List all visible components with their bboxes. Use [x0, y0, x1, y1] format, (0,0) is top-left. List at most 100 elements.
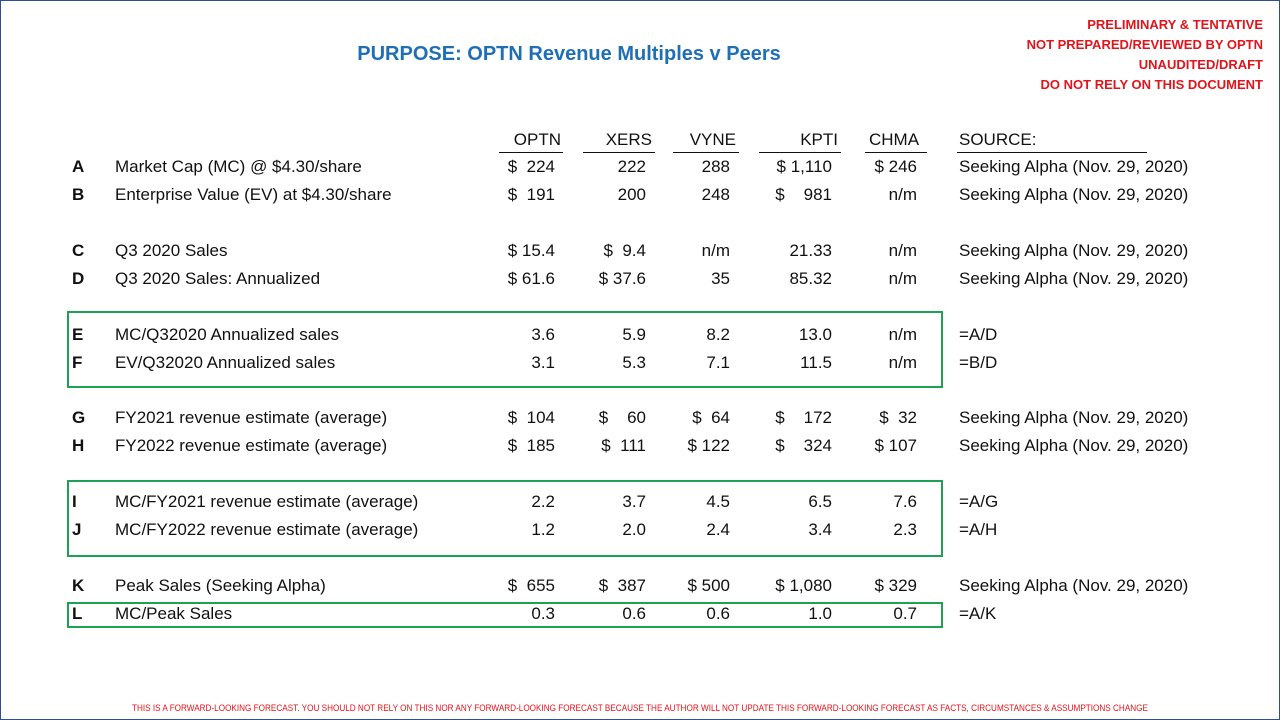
cell-xers-b: 200 — [617, 185, 646, 204]
header-underline — [759, 152, 841, 153]
row-source-e: =A/D — [959, 325, 998, 344]
row-source-b: Seeking Alpha (Nov. 29, 2020) — [959, 185, 1189, 204]
cell-kpti-k: $ 1,080 — [775, 576, 832, 595]
warning-line-2: NOT PREPARED/REVIEWED BY OPTN — [1026, 37, 1263, 52]
row-label-c: Q3 2020 Sales — [115, 241, 228, 260]
cell-chma-d: n/m — [888, 269, 917, 288]
cell-vyne-a: 288 — [701, 157, 730, 176]
row-source-k: Seeking Alpha (Nov. 29, 2020) — [959, 576, 1189, 595]
cell-kpti-b: $ 981 — [775, 185, 832, 204]
row-letter-l: L — [72, 604, 83, 623]
warning-line-3: UNAUDITED/DRAFT — [1138, 57, 1263, 72]
cell-optn-d: $ 61.6 — [507, 269, 555, 288]
footer-disclaimer: THIS IS A FORWARD-LOOKING FORECAST. YOU … — [132, 703, 1148, 714]
cell-vyne-j: 2.4 — [706, 520, 730, 539]
cell-kpti-a: $ 1,110 — [776, 157, 832, 176]
cell-optn-j: 1.2 — [531, 520, 555, 539]
row-label-e: MC/Q32020 Annualized sales — [115, 325, 339, 344]
cell-vyne-i: 4.5 — [706, 492, 730, 511]
highlight-box-ef — [67, 311, 943, 388]
row-source-f: =B/D — [959, 353, 998, 372]
row-source-a: Seeking Alpha (Nov. 29, 2020) — [959, 157, 1189, 176]
cell-kpti-d: 85.32 — [789, 269, 832, 288]
row-source-j: =A/H — [959, 520, 998, 539]
header-underline — [583, 152, 655, 153]
cell-vyne-k: $ 500 — [687, 576, 730, 595]
row-source-d: Seeking Alpha (Nov. 29, 2020) — [959, 269, 1189, 288]
cell-xers-a: 222 — [617, 157, 646, 176]
cell-optn-i: 2.2 — [531, 492, 555, 511]
cell-kpti-h: $ 324 — [775, 436, 832, 455]
cell-chma-k: $ 329 — [874, 576, 917, 595]
warning-line-4: DO NOT RELY ON THIS DOCUMENT — [1040, 77, 1263, 92]
cell-xers-l: 0.6 — [622, 604, 646, 623]
row-label-h: FY2022 revenue estimate (average) — [115, 436, 388, 455]
cell-kpti-i: 6.5 — [808, 492, 832, 511]
cell-kpti-j: 3.4 — [808, 520, 832, 539]
row-letter-i: I — [72, 492, 77, 511]
warning-line-1: PRELIMINARY & TENTATIVE — [1087, 17, 1263, 32]
cell-xers-i: 3.7 — [622, 492, 646, 511]
header-xers: XERS — [605, 130, 652, 149]
cell-chma-a: $ 246 — [874, 157, 917, 176]
cell-chma-f: n/m — [888, 353, 917, 372]
row-letter-h: H — [72, 436, 85, 455]
row-letter-c: C — [72, 241, 85, 260]
cell-optn-g: $ 104 — [507, 408, 555, 427]
row-source-h: Seeking Alpha (Nov. 29, 2020) — [959, 436, 1189, 455]
cell-chma-c: n/m — [888, 241, 917, 260]
row-label-j: MC/FY2022 revenue estimate (average) — [115, 520, 419, 539]
cell-vyne-e: 8.2 — [706, 325, 730, 344]
row-label-g: FY2021 revenue estimate (average) — [115, 408, 388, 427]
cell-xers-g: $ 60 — [598, 408, 646, 427]
cell-xers-c: $ 9.4 — [603, 241, 646, 260]
cell-kpti-e: 13.0 — [798, 325, 832, 344]
cell-optn-b: $ 191 — [507, 185, 555, 204]
row-label-i: MC/FY2021 revenue estimate (average) — [115, 492, 419, 511]
page-title: PURPOSE: OPTN Revenue Multiples v Peers — [357, 43, 781, 65]
row-letter-j: J — [72, 520, 82, 539]
row-source-c: Seeking Alpha (Nov. 29, 2020) — [959, 241, 1189, 260]
row-label-d: Q3 2020 Sales: Annualized — [115, 269, 321, 288]
row-letter-b: B — [72, 185, 85, 204]
row-label-f: EV/Q32020 Annualized sales — [115, 353, 336, 372]
row-letter-f: F — [72, 353, 83, 372]
cell-kpti-f: 11.5 — [800, 353, 832, 372]
cell-vyne-c: n/m — [701, 241, 730, 260]
row-source-l: =A/K — [959, 604, 997, 623]
cell-chma-i: 7.6 — [893, 492, 917, 511]
cell-xers-e: 5.9 — [622, 325, 646, 344]
cell-xers-k: $ 387 — [598, 576, 646, 595]
cell-optn-f: 3.1 — [531, 353, 555, 372]
cell-chma-j: 2.3 — [893, 520, 917, 539]
cell-vyne-d: 35 — [711, 269, 730, 288]
row-label-b: Enterprise Value (EV) at $4.30/share — [115, 185, 392, 204]
cell-xers-h: $ 111 — [601, 436, 646, 455]
cell-chma-l: 0.7 — [893, 604, 917, 623]
cell-xers-f: 5.3 — [622, 353, 646, 372]
cell-vyne-h: $ 122 — [687, 436, 730, 455]
cell-xers-j: 2.0 — [622, 520, 646, 539]
cell-kpti-c: 21.33 — [789, 241, 832, 260]
cell-optn-a: $ 224 — [507, 157, 555, 176]
header-chma: CHMA — [869, 130, 920, 149]
cell-xers-d: $ 37.6 — [598, 269, 646, 288]
header-kpti: KPTI — [800, 130, 838, 149]
header-underline — [499, 152, 563, 153]
cell-vyne-g: $ 64 — [692, 408, 730, 427]
cell-optn-e: 3.6 — [531, 325, 555, 344]
row-letter-g: G — [72, 408, 86, 427]
header-underline — [673, 152, 739, 153]
header-source: SOURCE: — [959, 130, 1037, 149]
cell-chma-h: $ 107 — [874, 436, 917, 455]
cell-chma-g: $ 32 — [879, 408, 917, 427]
cell-chma-b: n/m — [888, 185, 917, 204]
row-label-a: Market Cap (MC) @ $4.30/share — [115, 157, 362, 176]
highlight-box-l — [67, 602, 943, 628]
header-underline — [865, 152, 927, 153]
row-label-k: Peak Sales (Seeking Alpha) — [115, 576, 326, 595]
cell-chma-e: n/m — [888, 325, 917, 344]
row-letter-a: A — [72, 157, 85, 176]
row-letter-d: D — [72, 269, 85, 288]
